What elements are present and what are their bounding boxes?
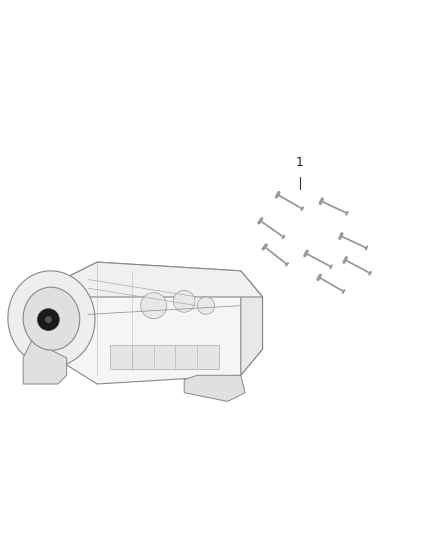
Circle shape — [141, 293, 167, 319]
Ellipse shape — [8, 271, 95, 367]
Circle shape — [45, 316, 52, 323]
PathPatch shape — [28, 262, 262, 297]
Circle shape — [197, 297, 215, 314]
Text: 1: 1 — [296, 156, 304, 168]
PathPatch shape — [23, 341, 67, 384]
PathPatch shape — [28, 262, 262, 384]
PathPatch shape — [241, 271, 262, 375]
PathPatch shape — [110, 345, 219, 369]
Circle shape — [173, 290, 195, 312]
Ellipse shape — [23, 287, 80, 350]
Circle shape — [38, 309, 59, 330]
PathPatch shape — [184, 375, 245, 401]
